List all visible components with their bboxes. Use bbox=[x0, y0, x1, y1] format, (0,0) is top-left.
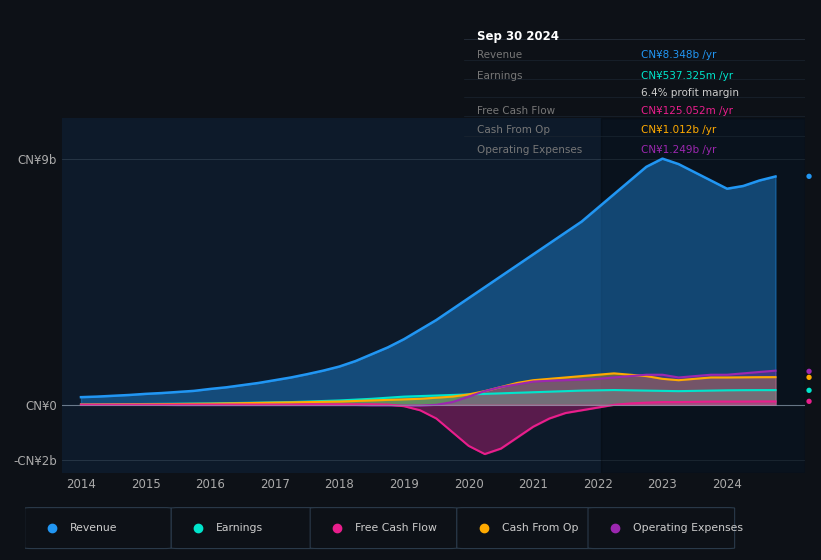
Text: Sep 30 2024: Sep 30 2024 bbox=[478, 30, 559, 43]
FancyBboxPatch shape bbox=[310, 507, 456, 549]
Text: Earnings: Earnings bbox=[216, 523, 264, 533]
Text: Free Cash Flow: Free Cash Flow bbox=[355, 523, 437, 533]
Text: Cash From Op: Cash From Op bbox=[502, 523, 578, 533]
Text: Revenue: Revenue bbox=[70, 523, 117, 533]
Text: CN¥537.325m /yr: CN¥537.325m /yr bbox=[641, 71, 733, 81]
Text: ●: ● bbox=[806, 174, 812, 179]
FancyBboxPatch shape bbox=[25, 507, 172, 549]
Text: CN¥125.052m /yr: CN¥125.052m /yr bbox=[641, 106, 733, 116]
Bar bbox=[601, 118, 805, 473]
FancyBboxPatch shape bbox=[588, 507, 735, 549]
Text: Free Cash Flow: Free Cash Flow bbox=[478, 106, 556, 116]
Text: CN¥1.012b /yr: CN¥1.012b /yr bbox=[641, 125, 716, 136]
Text: ●: ● bbox=[806, 387, 812, 393]
Text: CN¥1.249b /yr: CN¥1.249b /yr bbox=[641, 145, 717, 155]
FancyBboxPatch shape bbox=[172, 507, 318, 549]
Text: 6.4% profit margin: 6.4% profit margin bbox=[641, 87, 739, 97]
Text: Revenue: Revenue bbox=[478, 50, 523, 60]
Text: ●: ● bbox=[806, 398, 812, 404]
Text: ●: ● bbox=[806, 368, 812, 374]
Text: Cash From Op: Cash From Op bbox=[478, 125, 551, 136]
FancyBboxPatch shape bbox=[456, 507, 603, 549]
Text: Operating Expenses: Operating Expenses bbox=[478, 145, 583, 155]
Text: ●: ● bbox=[806, 374, 812, 380]
Text: CN¥8.348b /yr: CN¥8.348b /yr bbox=[641, 50, 717, 60]
Text: Earnings: Earnings bbox=[478, 71, 523, 81]
Text: Operating Expenses: Operating Expenses bbox=[633, 523, 743, 533]
